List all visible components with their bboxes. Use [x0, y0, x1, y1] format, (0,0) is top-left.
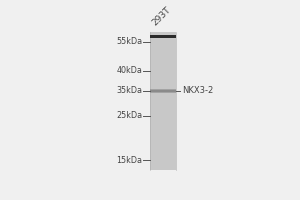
Text: 35kDa: 35kDa — [116, 86, 142, 95]
Text: 15kDa: 15kDa — [116, 156, 142, 165]
Text: NKX3-2: NKX3-2 — [182, 86, 213, 95]
Bar — [150, 90, 176, 92]
Bar — [150, 89, 176, 90]
Text: 55kDa: 55kDa — [116, 37, 142, 46]
Text: 25kDa: 25kDa — [116, 111, 142, 120]
Bar — [150, 92, 176, 93]
Text: 293T: 293T — [151, 6, 173, 28]
Bar — [150, 35, 176, 38]
Bar — [150, 32, 176, 170]
Text: 40kDa: 40kDa — [116, 66, 142, 75]
